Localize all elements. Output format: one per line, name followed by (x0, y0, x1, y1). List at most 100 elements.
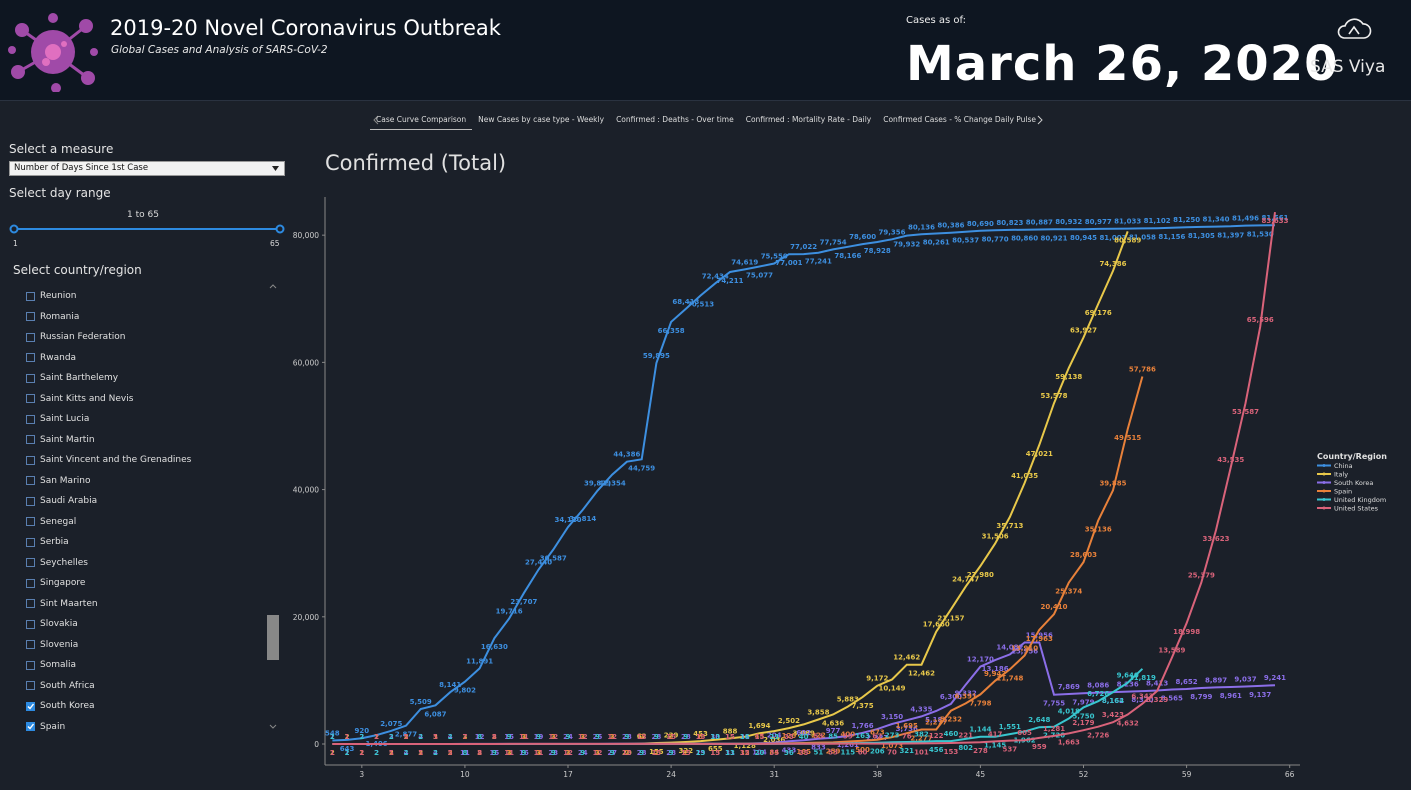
checkbox (26, 661, 35, 670)
country-item[interactable]: Seychelles (26, 553, 266, 574)
range-slider[interactable] (8, 222, 288, 236)
data-label: 80,977 (1085, 218, 1112, 226)
country-item[interactable]: Russian Federation (26, 327, 266, 348)
tab[interactable]: New Cases by case type - Weekly (472, 112, 610, 130)
data-label: 15 (696, 733, 706, 741)
country-item[interactable]: South Korea (26, 696, 266, 717)
data-label: 500 (855, 746, 870, 754)
checkbox (26, 538, 35, 547)
data-label: 2 (492, 733, 497, 741)
data-label: 62 (872, 733, 882, 741)
data-label: 2,036 (763, 736, 785, 744)
data-label: 2 (477, 749, 482, 757)
data-label: 19,716 (496, 608, 523, 616)
country-item[interactable]: San Marino (26, 471, 266, 492)
country-item[interactable]: Romania (26, 307, 266, 328)
data-label: 1 (330, 749, 335, 757)
data-label: 74,211 (717, 277, 744, 285)
country-item[interactable]: Saint Barthelemy (26, 368, 266, 389)
chart-title: Confirmed (Total) (325, 151, 506, 175)
data-label: 2 (330, 749, 335, 757)
country-item[interactable]: Rwanda (26, 348, 266, 369)
data-label: 79,356 (879, 228, 906, 236)
data-label: 8,236 (1117, 681, 1139, 689)
data-label: 13 (696, 749, 706, 757)
data-label: 5 (433, 733, 438, 741)
measure-dropdown[interactable]: Number of Days Since 1st Case (9, 161, 285, 176)
country-item[interactable]: Saint Lucia (26, 409, 266, 430)
data-label: 74,619 (731, 258, 758, 266)
country-item[interactable]: Reunion (26, 286, 266, 307)
x-tick-label: 45 (976, 770, 986, 779)
data-label: 3 (610, 733, 615, 741)
data-label: 13 (725, 749, 735, 757)
country-item[interactable]: Slovenia (26, 635, 266, 656)
country-item[interactable]: Singapore (26, 573, 266, 594)
country-item[interactable]: Saint Kitts and Nevis (26, 389, 266, 410)
tab[interactable]: Case Curve Comparison (370, 112, 472, 130)
legend-label: South Korea (1334, 479, 1373, 487)
data-label: 2,877 (395, 731, 417, 739)
data-label: 3 (448, 749, 453, 757)
data-label: 8,162 (1102, 697, 1124, 705)
tab[interactable]: Confirmed : Mortality Rate - Daily (740, 112, 878, 130)
country-item[interactable]: Somalia (26, 655, 266, 676)
data-label: 16 (740, 733, 750, 741)
data-label: 8 (477, 749, 482, 757)
data-label: 53 (814, 733, 824, 741)
data-label: 85 (828, 732, 838, 740)
data-label: 28 (622, 733, 632, 741)
data-label: 81,340 (1203, 216, 1230, 224)
country-item[interactable]: Saint Vincent and the Grenadines (26, 450, 266, 471)
data-label: 28,603 (1070, 551, 1097, 559)
data-label: 3 (521, 733, 526, 741)
data-label: 39,829 (584, 480, 611, 488)
checkbox (26, 722, 35, 731)
scrollbar[interactable] (266, 282, 280, 734)
country-item[interactable]: South Africa (26, 676, 266, 697)
data-label: 2 (580, 733, 585, 741)
data-label: 15 (755, 733, 765, 741)
country-label: Reunion (40, 291, 77, 301)
tab[interactable]: Confirmed : Deaths - Over time (610, 112, 740, 130)
country-item[interactable]: Senegal (26, 512, 266, 533)
data-label: 28 (681, 733, 691, 741)
data-label: 49,515 (1114, 434, 1141, 442)
data-label: 12 (607, 733, 617, 741)
data-label: 45 (755, 733, 765, 741)
tab[interactable]: Confirmed Cases - % Change Daily Pulse (877, 112, 1042, 130)
dropdown-value: Number of Days Since 1st Case (14, 163, 148, 173)
country-label: Seychelles (40, 558, 88, 568)
data-label: 2 (359, 749, 364, 757)
data-label: 59,895 (643, 352, 670, 360)
country-item[interactable]: Saint Martin (26, 430, 266, 451)
data-label: 3 (536, 749, 541, 757)
data-label: 1,663 (1058, 738, 1080, 746)
country-label: Spain (40, 722, 65, 732)
check-mark (27, 703, 34, 710)
data-label: 27,440 (525, 558, 552, 566)
data-label: 9,037 (1234, 676, 1256, 684)
data-label: 2,075 (380, 720, 402, 728)
data-label: 120 (782, 732, 797, 740)
data-label: 12 (548, 733, 558, 741)
country-item[interactable]: Saudi Arabia (26, 491, 266, 512)
data-label: 53 (828, 749, 838, 757)
country-item[interactable]: Sint Maarten (26, 594, 266, 615)
legend-marker (1323, 481, 1326, 484)
country-item[interactable]: Serbia (26, 532, 266, 553)
data-label: 13 (622, 749, 632, 757)
country-label: Senegal (40, 517, 76, 527)
country-item[interactable]: Slovakia (26, 614, 266, 635)
data-label: 11 (534, 749, 544, 757)
data-label: 27,980 (967, 571, 994, 579)
data-label: 2 (389, 733, 394, 741)
data-label: 31 (740, 733, 750, 741)
legend-marker (1323, 464, 1326, 467)
data-label: 51 (814, 749, 824, 757)
tab-next[interactable] (1036, 115, 1044, 125)
data-label: 35,136 (1085, 526, 1112, 534)
data-label: 81,530 (1247, 230, 1274, 238)
data-label: 77,241 (805, 258, 832, 266)
country-item[interactable]: Spain (26, 717, 266, 738)
